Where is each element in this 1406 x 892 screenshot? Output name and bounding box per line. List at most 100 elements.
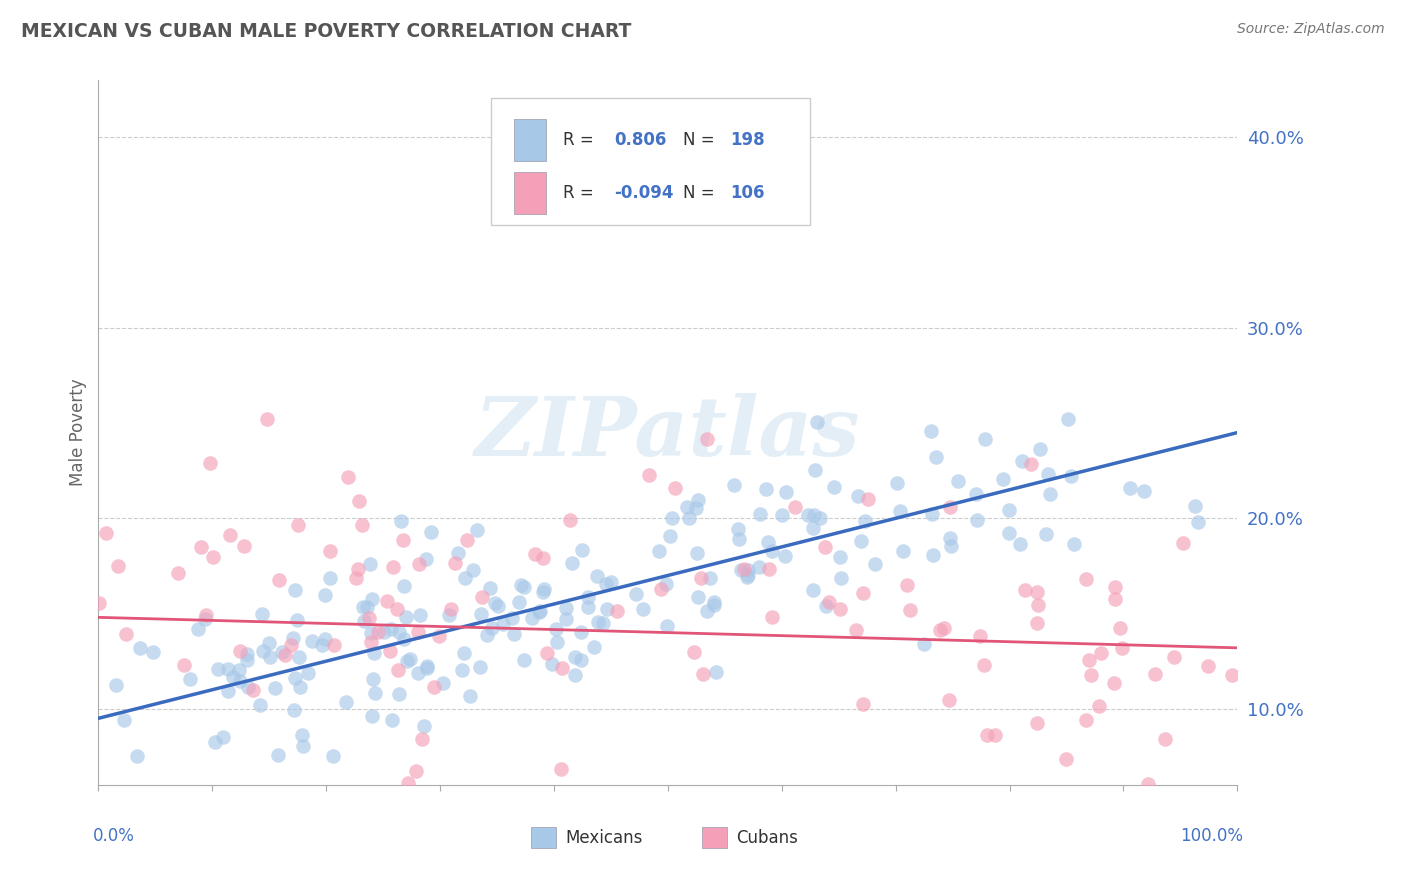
Point [804,463,827,477]
Point [891,544,914,558]
Point [412,719,434,733]
Point [471,591,494,605]
Point [728,533,751,547]
Point [451,663,474,677]
Point [998,525,1021,540]
Point [650,582,672,596]
Point [236,647,259,661]
Point [758,535,780,549]
Text: N =: N = [683,131,714,149]
Point [755,482,778,496]
Point [232,539,254,553]
Point [803,508,825,523]
Text: -0.094: -0.094 [614,184,673,202]
Point [353,614,375,628]
Point [814,540,837,554]
Point [564,667,586,681]
Point [912,637,935,651]
Point [938,693,960,707]
Point [686,546,709,560]
Point [939,539,962,553]
Point [555,601,578,615]
Point [676,500,699,515]
Point [461,563,484,577]
Point [409,607,432,622]
Point [727,522,749,536]
Point [388,624,411,639]
Point [283,632,305,646]
Point [595,576,617,591]
Point [654,576,676,591]
Point [896,578,918,592]
Point [259,636,281,650]
Point [194,612,217,626]
Point [1104,591,1126,606]
Point [758,562,780,576]
Point [600,574,623,589]
Point [932,621,955,635]
Point [664,481,686,495]
Point [1029,442,1052,457]
Point [415,551,437,566]
Text: ZIPatlas: ZIPatlas [475,392,860,473]
Point [773,549,796,563]
Point [1080,668,1102,682]
Point [637,467,659,482]
Point [818,595,841,609]
Point [533,582,555,596]
Point [554,611,576,625]
Point [207,662,229,676]
Point [703,595,725,609]
Point [1038,467,1060,482]
Point [335,695,357,709]
FancyBboxPatch shape [531,827,557,848]
Point [785,500,807,515]
Point [1077,653,1099,667]
Point [606,604,628,618]
Point [886,476,908,491]
Point [396,655,419,669]
Text: 0.806: 0.806 [614,131,666,149]
FancyBboxPatch shape [515,172,546,214]
Point [352,600,374,615]
Point [229,644,252,658]
Text: R =: R = [562,131,593,149]
Point [440,601,463,615]
Point [190,541,212,555]
Point [1154,732,1177,747]
Text: R =: R = [562,184,593,202]
Point [198,456,221,470]
Point [775,484,797,499]
Point [432,675,454,690]
Point [288,650,311,665]
Point [865,557,887,571]
Point [319,544,342,558]
Point [925,450,948,465]
Point [1187,516,1209,530]
Point [236,680,259,694]
Point [344,571,367,585]
FancyBboxPatch shape [702,827,727,848]
Point [631,601,654,615]
Point [292,739,315,754]
Point [1111,641,1133,656]
Point [284,671,307,685]
Point [531,550,554,565]
Point [845,623,868,637]
Point [699,571,721,585]
Point [125,749,148,764]
Point [486,599,509,613]
Point [222,670,245,684]
Point [737,563,759,577]
Point [456,533,478,547]
Point [301,634,323,648]
Point [204,735,226,749]
Point [1054,751,1077,765]
Point [1039,487,1062,501]
Point [1173,536,1195,550]
Point [898,603,921,617]
Point [411,731,433,746]
Point [1104,580,1126,594]
Point [87,596,110,610]
Point [380,622,402,636]
